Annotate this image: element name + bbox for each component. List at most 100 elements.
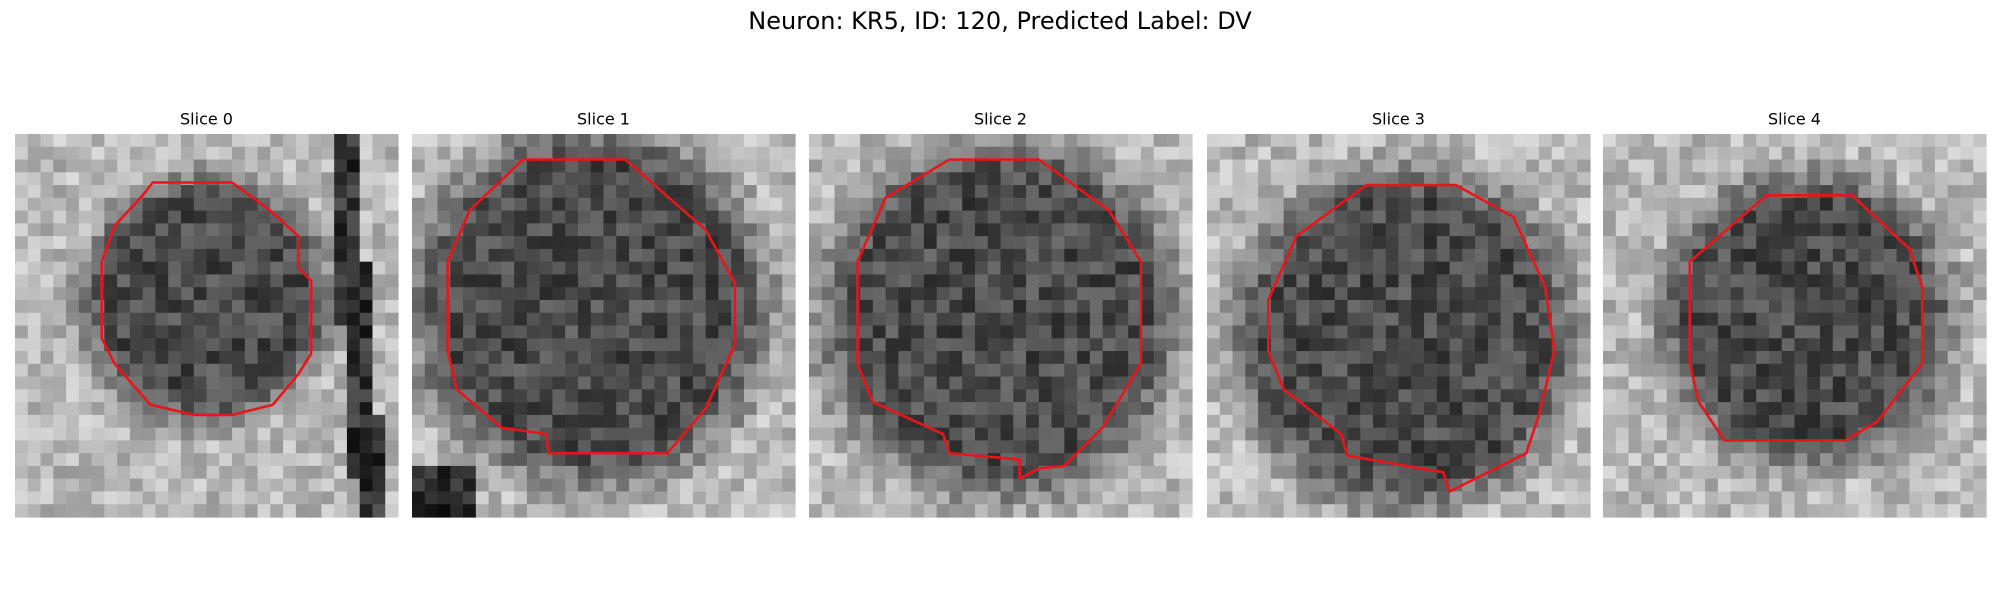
pixel bbox=[809, 248, 823, 263]
pixel bbox=[743, 414, 758, 429]
pixel bbox=[1934, 402, 1949, 416]
pixel bbox=[15, 185, 29, 199]
pixel bbox=[1654, 465, 1668, 480]
pixel bbox=[1922, 465, 1936, 480]
pixel bbox=[1179, 427, 1193, 441]
pixel bbox=[860, 134, 874, 148]
pixel bbox=[809, 351, 823, 365]
pixel bbox=[1705, 465, 1719, 480]
pixel bbox=[1794, 427, 1808, 441]
pixel bbox=[1781, 427, 1796, 441]
pixel bbox=[15, 261, 29, 276]
pixel bbox=[1794, 351, 1808, 365]
pixel bbox=[1794, 453, 1808, 467]
pixel bbox=[1026, 223, 1040, 237]
pixel bbox=[1449, 248, 1463, 263]
pixel bbox=[1654, 414, 1668, 429]
pixel bbox=[1513, 325, 1527, 339]
pixel bbox=[270, 274, 284, 288]
pixel bbox=[372, 210, 386, 224]
pixel bbox=[1475, 287, 1489, 301]
pixel bbox=[1756, 261, 1770, 276]
pixel bbox=[962, 376, 976, 390]
pixel bbox=[1692, 440, 1706, 454]
pixel bbox=[949, 299, 963, 314]
pixel bbox=[514, 261, 528, 276]
pixel bbox=[308, 376, 322, 390]
pixel bbox=[1000, 491, 1014, 505]
pixel bbox=[475, 414, 490, 429]
pixel bbox=[1883, 427, 1898, 441]
pixel bbox=[654, 134, 668, 148]
pixel bbox=[987, 338, 1002, 352]
pixel bbox=[117, 287, 131, 301]
pixel bbox=[539, 197, 554, 212]
pixel bbox=[1756, 287, 1770, 301]
pixel bbox=[1475, 427, 1489, 441]
pixel bbox=[1077, 197, 1091, 212]
pixel bbox=[1654, 427, 1668, 441]
pixel bbox=[463, 274, 477, 288]
pixel bbox=[1603, 465, 1617, 480]
pixel bbox=[1705, 325, 1719, 339]
pixel bbox=[616, 414, 630, 429]
pixel bbox=[1360, 146, 1374, 161]
pixel bbox=[1334, 491, 1349, 505]
pixel bbox=[40, 236, 54, 250]
pixel bbox=[692, 197, 707, 212]
pixel bbox=[821, 453, 836, 467]
pixel bbox=[1283, 159, 1297, 173]
pixel bbox=[1768, 172, 1783, 186]
pixel bbox=[1947, 172, 1962, 186]
pixel bbox=[1232, 236, 1246, 250]
pixel bbox=[692, 389, 707, 403]
pixel bbox=[1960, 440, 1974, 454]
pixel bbox=[295, 210, 310, 224]
pixel bbox=[629, 414, 643, 429]
pixel bbox=[1717, 274, 1732, 288]
pixel bbox=[1666, 210, 1681, 224]
pixel bbox=[450, 172, 464, 186]
pixel bbox=[257, 363, 271, 378]
pixel bbox=[987, 299, 1002, 314]
pixel bbox=[743, 465, 758, 480]
pixel bbox=[1807, 223, 1821, 237]
pixel bbox=[321, 465, 335, 480]
pixel bbox=[1730, 491, 1745, 505]
pixel bbox=[1909, 134, 1923, 148]
pixel bbox=[359, 389, 374, 403]
pixel bbox=[1411, 210, 1425, 224]
pixel bbox=[475, 287, 490, 301]
pixel bbox=[412, 440, 426, 454]
pixel bbox=[257, 491, 271, 505]
pixel bbox=[219, 197, 233, 212]
pixel bbox=[1051, 223, 1065, 237]
pixel bbox=[1858, 414, 1872, 429]
pixel bbox=[590, 402, 605, 416]
pixel bbox=[1475, 172, 1489, 186]
pixel bbox=[782, 351, 796, 365]
pixel bbox=[1934, 465, 1949, 480]
pixel bbox=[987, 414, 1002, 429]
pixel bbox=[1628, 414, 1642, 429]
pixel bbox=[769, 274, 783, 288]
pixel bbox=[1768, 210, 1783, 224]
pixel bbox=[1845, 274, 1859, 288]
pixel bbox=[334, 210, 348, 224]
pixel bbox=[1717, 351, 1732, 365]
pixel bbox=[872, 351, 887, 365]
pixel bbox=[1577, 402, 1591, 416]
pixel bbox=[1207, 363, 1221, 378]
pixel bbox=[91, 146, 105, 161]
pixel bbox=[1628, 504, 1642, 518]
pixel bbox=[1398, 427, 1412, 441]
pixel bbox=[1000, 185, 1014, 199]
pixel bbox=[782, 414, 796, 429]
pixel bbox=[590, 236, 605, 250]
pixel bbox=[590, 287, 605, 301]
pixel bbox=[860, 299, 874, 314]
pixel bbox=[885, 338, 899, 352]
pixel bbox=[1296, 414, 1310, 429]
pixel bbox=[1424, 363, 1438, 378]
pixel bbox=[412, 159, 426, 173]
